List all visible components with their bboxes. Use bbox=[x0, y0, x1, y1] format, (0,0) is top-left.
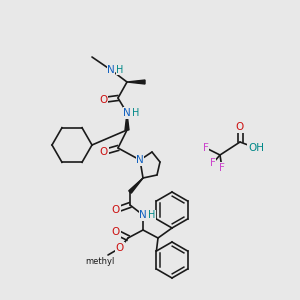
Text: N: N bbox=[136, 155, 144, 165]
Text: O: O bbox=[99, 95, 107, 105]
Polygon shape bbox=[127, 80, 145, 84]
Text: OH: OH bbox=[248, 143, 264, 153]
Text: F: F bbox=[210, 158, 216, 168]
Text: N: N bbox=[139, 210, 147, 220]
Text: methyl: methyl bbox=[85, 257, 115, 266]
Text: H: H bbox=[148, 210, 156, 220]
Text: O: O bbox=[112, 205, 120, 215]
Text: O: O bbox=[236, 122, 244, 132]
Text: O: O bbox=[116, 243, 124, 253]
Polygon shape bbox=[125, 113, 129, 130]
Polygon shape bbox=[129, 178, 143, 193]
Text: O: O bbox=[112, 227, 120, 237]
Text: F: F bbox=[219, 163, 225, 173]
Text: N: N bbox=[107, 65, 115, 75]
Text: O: O bbox=[100, 147, 108, 157]
Text: F: F bbox=[203, 143, 209, 153]
Text: H: H bbox=[116, 65, 124, 75]
Text: H: H bbox=[132, 108, 140, 118]
Text: N: N bbox=[123, 108, 131, 118]
